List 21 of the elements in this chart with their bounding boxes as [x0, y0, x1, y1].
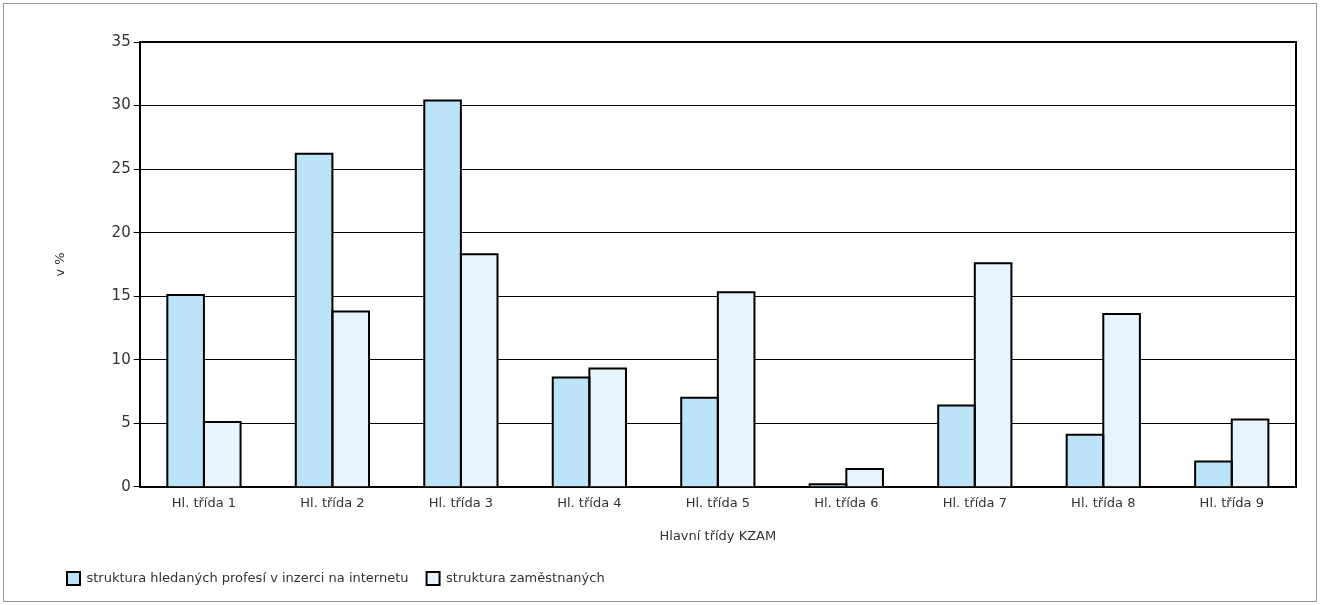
y-tick-label: 0	[121, 476, 131, 495]
x-tick-label: Hl. třída 4	[557, 494, 622, 510]
y-tick-label: 10	[111, 349, 131, 368]
y-tick-label: 15	[111, 286, 131, 305]
x-tick-label: Hl. třída 1	[171, 494, 237, 510]
y-tick-label: 20	[111, 222, 131, 241]
x-axis-title: Hlavní třídy KZAM	[659, 527, 777, 543]
legend-label: struktura hledaných profesí v inzerci na internetu	[86, 569, 409, 585]
x-tick-label: Hl. třída 7	[942, 494, 1007, 510]
x-tick-label: Hl. třída 8	[1071, 494, 1136, 510]
y-tick-label: 5	[121, 413, 131, 432]
y-tick-label: 30	[111, 95, 131, 114]
x-tick-label: Hl. třída 9	[1199, 494, 1264, 510]
y-axis-title: v %	[52, 252, 68, 277]
y-tick-label: 25	[111, 158, 131, 177]
y-tick-label: 35	[111, 31, 131, 50]
x-tick-label: Hl. třída 6	[814, 494, 879, 510]
x-tick-label: Hl. třída 5	[685, 494, 751, 510]
legend-label: struktura zaměstnaných	[446, 569, 605, 585]
x-tick-label: Hl. třída 2	[300, 494, 365, 510]
x-tick-label: Hl. třída 3	[428, 494, 494, 510]
